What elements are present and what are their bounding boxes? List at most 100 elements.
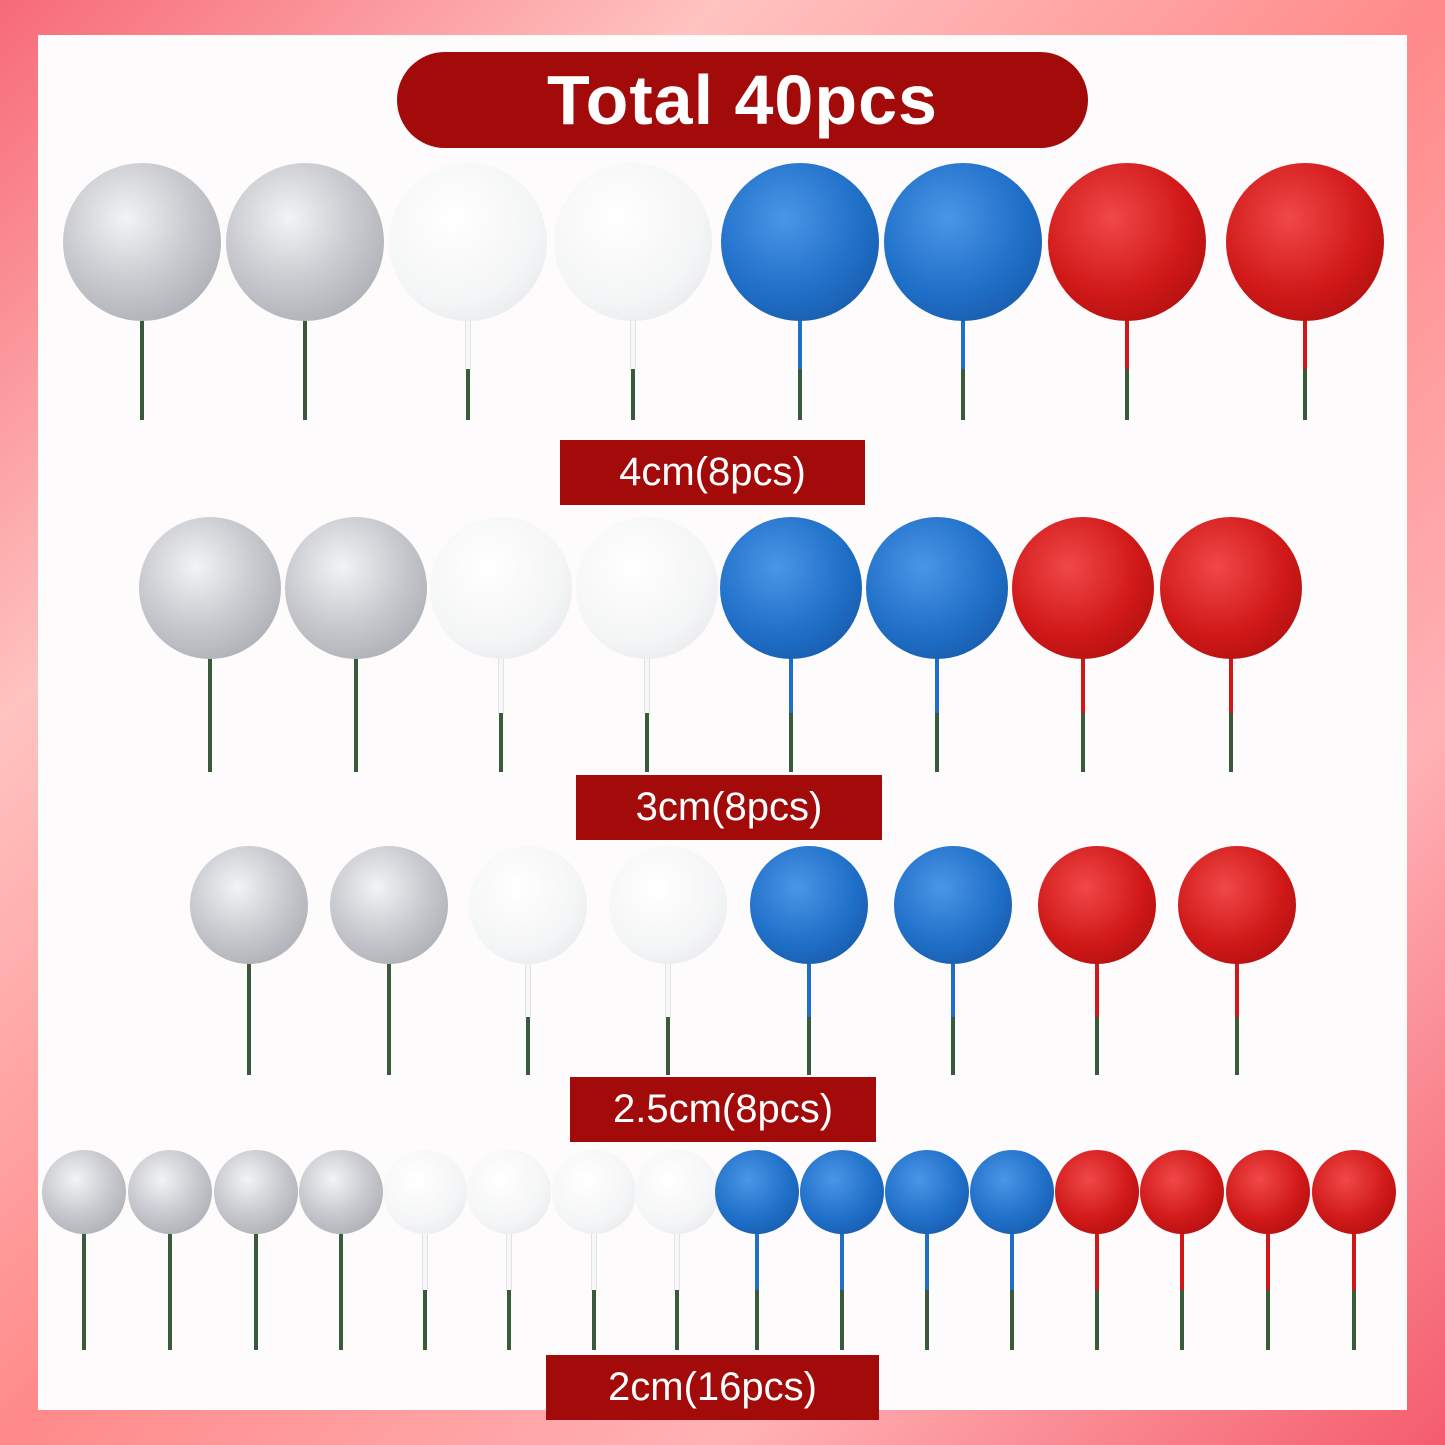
red-ball (1140, 1150, 1224, 1234)
stem-blue (1010, 1230, 1014, 1290)
stem-white (675, 1230, 679, 1290)
stem-green (303, 368, 307, 420)
blue-ball (970, 1150, 1054, 1234)
size-label-3cm: 3cm(8pcs) (576, 775, 882, 840)
stem-red (1095, 960, 1099, 1018)
stem-red (1180, 1230, 1184, 1290)
white-ball (635, 1150, 719, 1234)
stem-silver (339, 1230, 343, 1290)
white-ball (469, 846, 587, 964)
stem-red (1095, 1230, 1099, 1290)
white-ball (576, 517, 718, 659)
white-ball (389, 163, 547, 321)
stem-blue (789, 655, 793, 714)
stem-green (798, 368, 802, 420)
stem-red (1235, 960, 1239, 1018)
stem-green (423, 1289, 427, 1350)
stem-silver (168, 1230, 172, 1290)
stem-blue (807, 960, 811, 1018)
silver-ball (139, 517, 281, 659)
stem-green (1095, 1289, 1099, 1350)
stem-green (666, 1017, 670, 1075)
stem-green (507, 1289, 511, 1350)
red-ball (1055, 1150, 1139, 1234)
stem-red (1303, 317, 1307, 369)
blue-ball (721, 163, 879, 321)
stem-red (1266, 1230, 1270, 1290)
silver-ball (330, 846, 448, 964)
stem-green (961, 368, 965, 420)
red-ball (1226, 1150, 1310, 1234)
stem-red (1229, 655, 1233, 714)
stem-green (168, 1289, 172, 1350)
size-label-2cm: 2cm(16pcs) (546, 1355, 879, 1420)
stem-green (1125, 368, 1129, 420)
stem-green (755, 1289, 759, 1350)
stem-blue (755, 1230, 759, 1290)
white-ball (609, 846, 727, 964)
stem-white (631, 317, 635, 369)
stem-green (631, 368, 635, 420)
stem-green (387, 1017, 391, 1075)
stem-green (1081, 713, 1085, 772)
stem-green (466, 368, 470, 420)
white-ball (554, 163, 712, 321)
stem-silver (354, 655, 358, 714)
silver-ball (128, 1150, 212, 1234)
stem-green (840, 1289, 844, 1350)
stem-green (925, 1289, 929, 1350)
size-label-4cm: 4cm(8pcs) (560, 440, 865, 505)
stem-green (1235, 1017, 1239, 1075)
silver-ball (299, 1150, 383, 1234)
stem-green (1095, 1017, 1099, 1075)
stem-silver (254, 1230, 258, 1290)
stem-blue (925, 1230, 929, 1290)
stem-red (1081, 655, 1085, 714)
stem-blue (840, 1230, 844, 1290)
stem-green (951, 1017, 955, 1075)
stem-green (1229, 713, 1233, 772)
stem-green (1266, 1289, 1270, 1350)
stem-white (466, 317, 470, 369)
stem-blue (961, 317, 965, 369)
stem-blue (935, 655, 939, 714)
stem-green (140, 368, 144, 420)
red-ball (1226, 163, 1384, 321)
stem-white (645, 655, 649, 714)
stem-green (789, 713, 793, 772)
stem-green (499, 713, 503, 772)
stem-green (254, 1289, 258, 1350)
red-ball (1048, 163, 1206, 321)
silver-ball (63, 163, 221, 321)
stem-green (247, 1017, 251, 1075)
stem-green (1352, 1289, 1356, 1350)
blue-ball (894, 846, 1012, 964)
red-ball (1012, 517, 1154, 659)
silver-ball (42, 1150, 126, 1234)
blue-ball (720, 517, 862, 659)
stem-red (1125, 317, 1129, 369)
white-ball (467, 1150, 551, 1234)
stem-green (354, 713, 358, 772)
stem-white (423, 1230, 427, 1290)
stem-white (666, 960, 670, 1018)
red-ball (1178, 846, 1296, 964)
silver-ball (190, 846, 308, 964)
red-ball (1038, 846, 1156, 964)
white-ball (383, 1150, 467, 1234)
stem-white (499, 655, 503, 714)
red-ball (1160, 517, 1302, 659)
silver-ball (214, 1150, 298, 1234)
blue-ball (750, 846, 868, 964)
stem-white (526, 960, 530, 1018)
stem-green (208, 713, 212, 772)
stem-green (1010, 1289, 1014, 1350)
stem-green (339, 1289, 343, 1350)
stem-silver (82, 1230, 86, 1290)
blue-ball (884, 163, 1042, 321)
stem-green (935, 713, 939, 772)
stem-blue (951, 960, 955, 1018)
stem-green (1180, 1289, 1184, 1350)
stem-silver (247, 960, 251, 1018)
stem-white (592, 1230, 596, 1290)
